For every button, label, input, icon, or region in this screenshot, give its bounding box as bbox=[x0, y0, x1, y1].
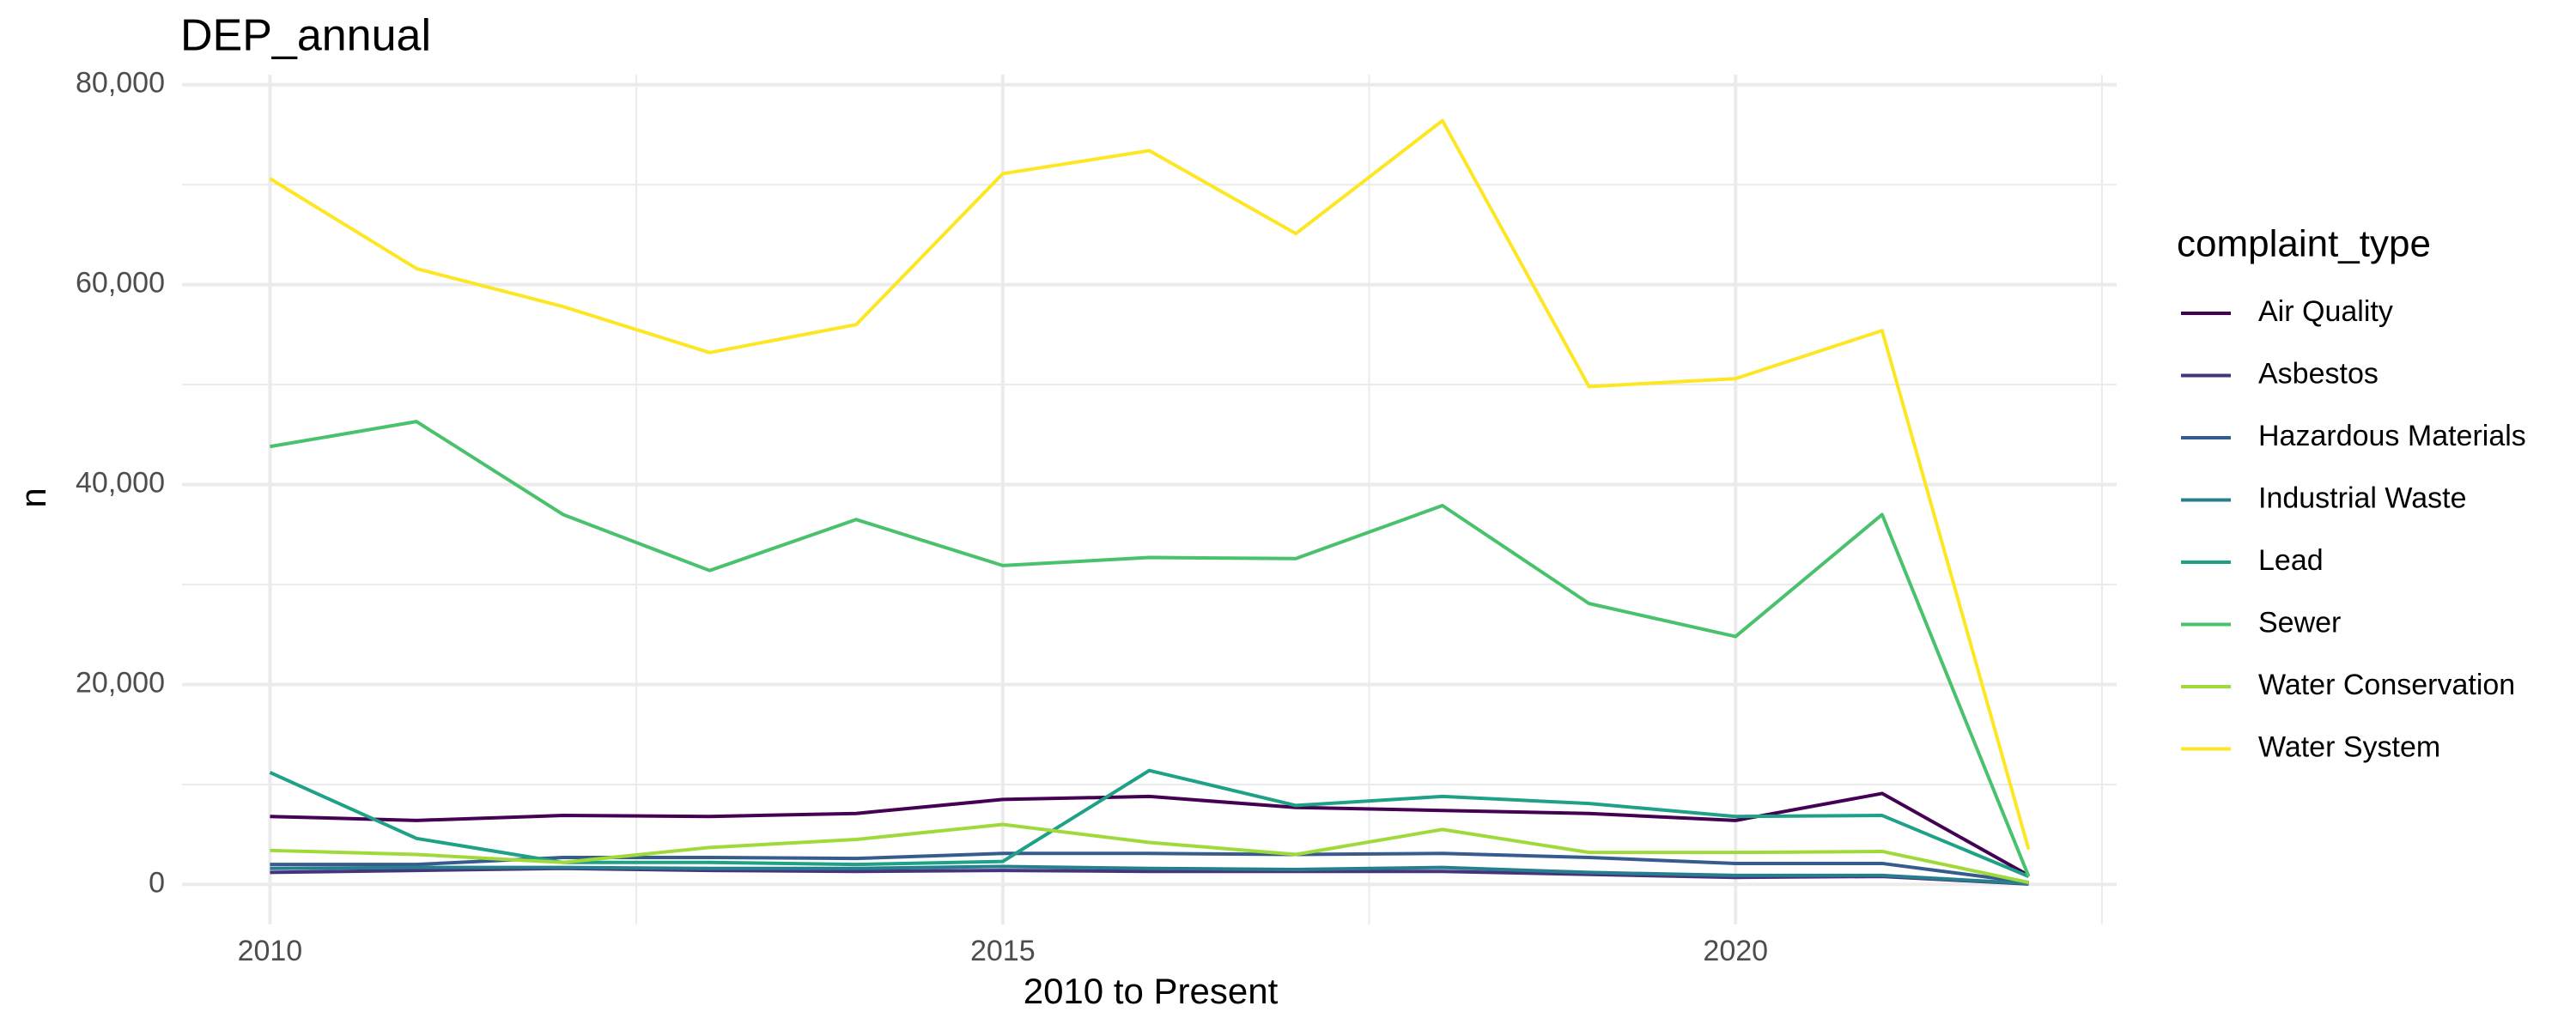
legend-label: Water System bbox=[2258, 730, 2440, 763]
series-line bbox=[270, 851, 2029, 885]
y-tick-label: 0 bbox=[149, 866, 165, 899]
legend-title: complaint_type bbox=[2177, 223, 2431, 265]
x-tick-label: 2010 bbox=[238, 935, 303, 967]
x-tick-label: 2020 bbox=[1703, 935, 1768, 967]
x-axis-label: 2010 to Present bbox=[1024, 971, 1279, 1011]
legend: Air Quality Asbestos Hazardous Materials In… bbox=[2181, 295, 2526, 763]
legend-label: Hazardous Materials bbox=[2258, 420, 2526, 452]
legend-label: Asbestos bbox=[2258, 357, 2379, 390]
series-line bbox=[269, 118, 2031, 851]
series-line bbox=[270, 791, 2030, 877]
x-tick-label: 2015 bbox=[970, 935, 1036, 967]
series-line bbox=[270, 420, 2031, 877]
series-line bbox=[270, 822, 2030, 885]
series-line bbox=[270, 864, 2029, 886]
y-axis-label: n bbox=[13, 488, 53, 507]
legend-label: Air Quality bbox=[2258, 295, 2393, 328]
y-tick-label: 80,000 bbox=[76, 67, 165, 100]
lines bbox=[269, 118, 2031, 886]
grid bbox=[182, 75, 2117, 924]
legend-label: Industrial Waste bbox=[2258, 482, 2467, 514]
y-tick-label: 60,000 bbox=[76, 267, 165, 300]
legend-label: Sewer bbox=[2258, 606, 2341, 639]
chart-title: DEP_annual bbox=[180, 11, 431, 61]
y-tick-label: 40,000 bbox=[76, 467, 165, 500]
legend-label: Lead bbox=[2258, 544, 2324, 577]
y-tick-label: 20,000 bbox=[76, 666, 165, 699]
legend-label: Water Conservation bbox=[2258, 669, 2515, 701]
